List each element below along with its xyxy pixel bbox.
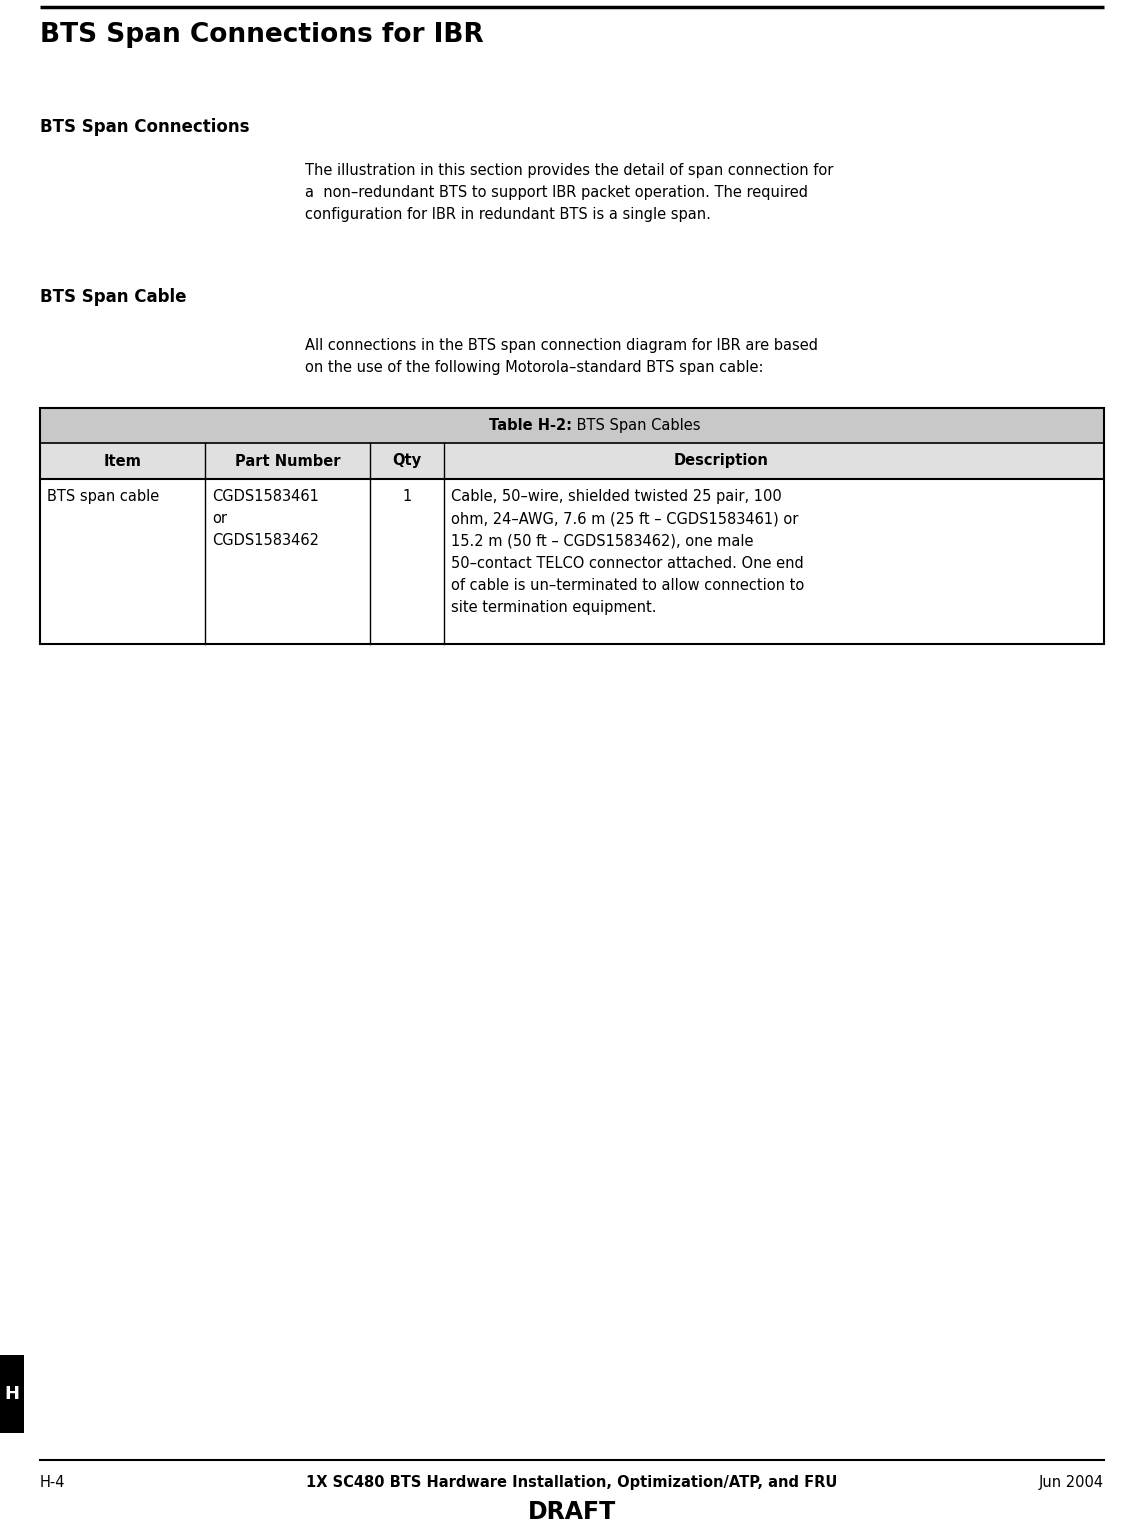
Text: The illustration in this section provides the detail of span connection for
a  n: The illustration in this section provide…	[305, 163, 833, 223]
Text: BTS Span Cable: BTS Span Cable	[40, 289, 186, 305]
Text: H-4: H-4	[40, 1475, 65, 1490]
Bar	[40, 408, 1104, 645]
Text: Qty: Qty	[392, 453, 422, 468]
Text: BTS Span Cables: BTS Span Cables	[572, 418, 700, 433]
Text: All connections in the BTS span connection diagram for IBR are based
on the use : All connections in the BTS span connecti…	[305, 338, 818, 375]
Text: Description: Description	[674, 453, 769, 468]
Text: BTS Span Connections: BTS Span Connections	[40, 118, 249, 137]
Bar	[40, 479, 1104, 645]
Text: Part Number: Part Number	[235, 453, 340, 468]
Text: H: H	[5, 1385, 19, 1403]
Bar	[40, 408, 1104, 444]
Text: Table H-2:: Table H-2:	[488, 418, 572, 433]
Text: BTS span cable: BTS span cable	[47, 490, 159, 503]
Text: 1X SC480 BTS Hardware Installation, Optimization/ATP, and FRU: 1X SC480 BTS Hardware Installation, Opti…	[307, 1475, 837, 1490]
Text: DRAFT: DRAFT	[527, 1500, 617, 1524]
Text: Jun 2004: Jun 2004	[1039, 1475, 1104, 1490]
Text: BTS Span Connections for IBR: BTS Span Connections for IBR	[40, 21, 484, 48]
Text: Cable, 50–wire, shielded twisted 25 pair, 100
ohm, 24–AWG, 7.6 m (25 ft – CGDS15: Cable, 50–wire, shielded twisted 25 pair…	[452, 490, 804, 616]
Bar	[0, 1355, 24, 1434]
Text: CGDS1583461
or
CGDS1583462: CGDS1583461 or CGDS1583462	[212, 490, 319, 548]
Text: Item: Item	[103, 453, 142, 468]
Text: 1: 1	[403, 490, 412, 503]
Bar	[40, 444, 1104, 479]
